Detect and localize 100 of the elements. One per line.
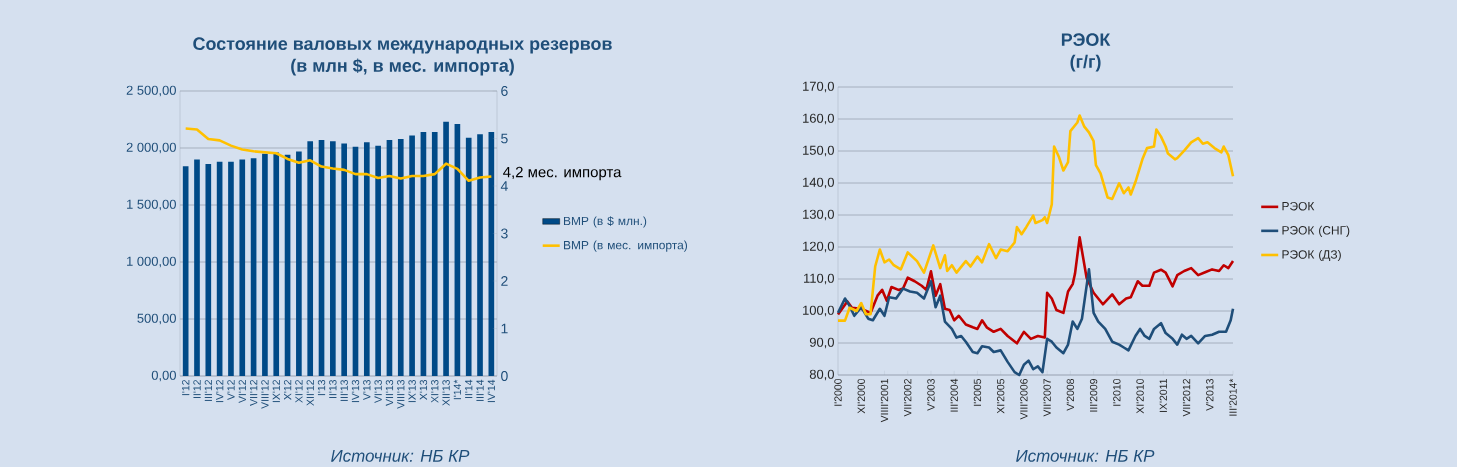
bar (194, 159, 200, 376)
x-tick-label: I'13 (317, 379, 326, 396)
x-tick-label: XII'13 (442, 379, 450, 406)
bar (431, 132, 438, 376)
x-tick-label: III'2014* (1229, 378, 1237, 416)
y-tick-label: 100,0 (803, 305, 834, 317)
y-tick-label: 90,0 (809, 337, 834, 349)
line-series (836, 114, 1235, 322)
y-tick-label: 500,00 (137, 313, 176, 325)
x-tick-label: II'12 (193, 380, 201, 398)
x-tick-label: VIII'12 (261, 380, 269, 409)
x-tick-label: XI'2000 (857, 378, 865, 414)
bar (330, 141, 336, 376)
bar (443, 121, 449, 376)
x-tick-label: VII'13 (385, 379, 394, 406)
legend-label: РЭОК (СНГ) (1282, 225, 1350, 237)
x-tick-label: I'2010 (1113, 378, 1121, 406)
x-tick-label: II'14 (465, 379, 473, 398)
line-series (836, 236, 1235, 345)
y-tick-label: 0,00 (151, 370, 176, 382)
x-tick-label: VII'2007 (1043, 379, 1051, 417)
x-tick-label: V'13 (363, 379, 371, 401)
y-tick-label: 170,0 (803, 81, 834, 93)
y-tick-label: 110,0 (804, 273, 834, 285)
bar (262, 153, 268, 376)
x-tick-label: IV'12 (215, 380, 224, 403)
text: Источник: НБ КР (331, 449, 470, 462)
y-tick-label: 120,0 (803, 241, 834, 253)
x-tick-label: IV'13 (351, 379, 360, 403)
x-tick-label: V'2008 (1066, 378, 1075, 411)
x-tick-label: V'2003 (927, 378, 935, 411)
bar (397, 138, 404, 376)
y2-tick-label: 4 (500, 181, 508, 191)
bar (205, 163, 212, 376)
chart-title: Состояние валовых международных резервов (193, 37, 612, 54)
bar (296, 151, 302, 376)
x-tick-label: VI'13 (374, 379, 382, 403)
legend-label: РЭОК (ДЗ) (1282, 249, 1341, 262)
y2-tick-label: 2 (501, 276, 508, 286)
x-tick-label: XI'2010 (1136, 378, 1144, 414)
text: Источник: НБ КР (1016, 449, 1155, 462)
x-tick-label: VIII'13 (397, 379, 405, 409)
bar (409, 135, 415, 376)
x-tick-label: IV'14 (487, 379, 495, 403)
x-tick-label: IX'13 (408, 379, 416, 403)
x-tick-label: III'2009 (1089, 379, 1098, 412)
chart-subtitle: (г/г) (1070, 54, 1101, 72)
legend-label: ВМР (в $ млн.) (563, 216, 647, 228)
x-tick-label: I'14* (453, 379, 461, 400)
bar (363, 142, 370, 376)
x-tick-label: XI'13 (431, 379, 439, 403)
x-tick-label: V'12 (227, 380, 235, 401)
y-tick-label: 1 500,00 (127, 199, 176, 211)
y-tick-label: 160,0 (803, 113, 834, 125)
x-tick-label: X'13 (419, 379, 428, 400)
bar (465, 137, 472, 376)
bar (375, 145, 381, 376)
y-tick-label: 1 000,00 (127, 256, 176, 268)
x-tick-label: IX'12 (272, 380, 280, 403)
y2-tick-label: 6 (501, 86, 508, 96)
y2-tick-label: 5 (501, 133, 508, 144)
x-tick-label: XI'12 (295, 380, 303, 403)
text: 4,2 мес. импорта (503, 166, 622, 181)
x-tick-label: III'14 (476, 379, 484, 401)
x-tick-label: I'2005 (973, 378, 982, 406)
y-tick-label: 150,0 (803, 145, 834, 157)
x-tick-label: IX'2011 (1159, 379, 1168, 412)
bar (341, 143, 347, 376)
x-tick-label: I'2000 (834, 378, 842, 406)
y-tick-label: 2 000,00 (126, 142, 176, 154)
x-tick-label: III'2004 (950, 378, 958, 412)
x-tick-label: VII'2002 (904, 379, 912, 417)
y-tick-label: 80,0 (809, 369, 834, 381)
x-tick-label: III'12 (204, 380, 212, 401)
x-tick-label: XII'12 (306, 380, 314, 406)
bar (307, 141, 314, 376)
x-tick-label: V'2013 (1206, 378, 1214, 411)
x-tick-label: X'12 (283, 380, 292, 400)
x-tick-label: VI'12 (238, 380, 246, 403)
bar (228, 161, 234, 376)
x-tick-label: III'13 (340, 379, 348, 401)
y-tick-label: 140,0 (803, 177, 834, 189)
y2-tick-label: 0 (501, 371, 508, 381)
y-tick-label: 130,0 (803, 209, 834, 221)
bar (239, 159, 246, 376)
y2-tick-label: 1 (501, 323, 508, 334)
bar (273, 152, 280, 376)
x-tick-label: I'12 (182, 380, 190, 396)
bar (477, 134, 483, 376)
x-tick-label: VII'12 (249, 380, 258, 406)
y2-tick-label: 3 (501, 228, 508, 239)
chart-title: РЭОК (1061, 33, 1111, 47)
x-tick-label: VII'2012 (1182, 379, 1191, 417)
x-tick-label: XI'2005 (996, 378, 1005, 414)
chart-subtitle: (в млн $, в мес. импорта) (291, 58, 514, 76)
y-tick-label: 2 500,00 (126, 85, 176, 97)
legend-label: РЭОК (1282, 201, 1315, 211)
legend-label: ВМР (в мес. импорта) (563, 240, 688, 252)
x-tick-label: VIIII'2001 (880, 379, 889, 423)
x-tick-label: VIII'2006 (1020, 378, 1028, 420)
